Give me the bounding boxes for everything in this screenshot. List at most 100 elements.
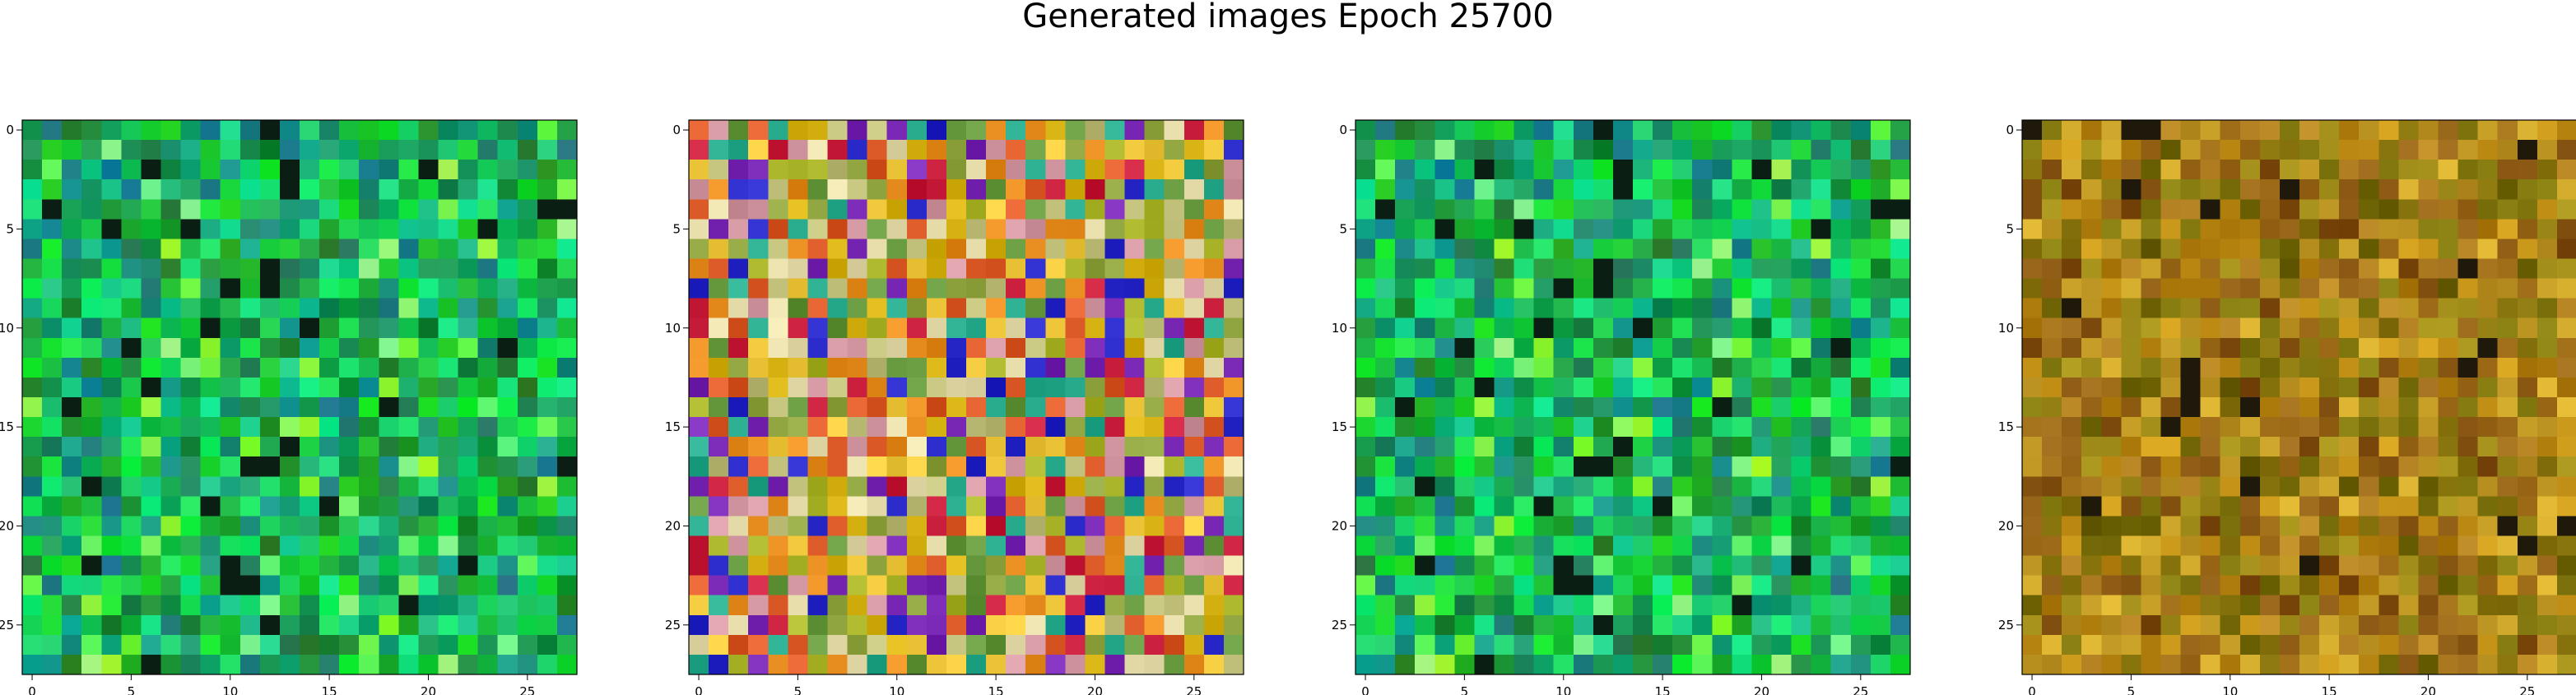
image-pixel bbox=[827, 337, 849, 359]
image-pixel bbox=[1870, 317, 1891, 339]
image-pixel bbox=[709, 337, 729, 359]
image-pixel bbox=[1692, 278, 1713, 299]
image-pixel bbox=[2062, 417, 2082, 438]
image-pixel bbox=[477, 377, 499, 398]
image-pixel bbox=[2536, 516, 2558, 537]
image-pixel bbox=[1533, 317, 1555, 339]
image-pixel bbox=[2359, 278, 2379, 299]
image-pixel bbox=[1870, 357, 1891, 378]
image-pixel bbox=[160, 496, 182, 517]
x-tick-label: 15 bbox=[1655, 684, 1671, 695]
image-pixel bbox=[1751, 357, 1773, 378]
image-pixel bbox=[2200, 575, 2221, 596]
image-pixel bbox=[1395, 219, 1416, 240]
image-pixel bbox=[1085, 516, 1106, 537]
image-pixel bbox=[1045, 555, 1066, 577]
image-pixel bbox=[2141, 357, 2162, 378]
image-pixel bbox=[966, 140, 987, 160]
image-pixel bbox=[121, 516, 142, 537]
image-pixel bbox=[180, 437, 202, 457]
image-pixel bbox=[1025, 634, 1046, 656]
image-pixel bbox=[1045, 456, 1066, 477]
image-pixel bbox=[1085, 397, 1106, 418]
image-pixel bbox=[1653, 397, 1673, 418]
image-pixel bbox=[748, 357, 769, 378]
image-pixel bbox=[2042, 219, 2062, 240]
image-pixel bbox=[886, 516, 908, 537]
image-pixel bbox=[1593, 179, 1614, 200]
image-pixel bbox=[1751, 535, 1773, 557]
image-pixel bbox=[517, 654, 538, 675]
image-pixel bbox=[1183, 179, 1205, 200]
image-pixel bbox=[22, 516, 43, 537]
image-pixel bbox=[279, 535, 300, 557]
image-pixel bbox=[847, 476, 868, 497]
image-pixel bbox=[1553, 298, 1574, 319]
image-pixel bbox=[788, 516, 809, 537]
image-pixel bbox=[1751, 298, 1773, 319]
image-pixel bbox=[497, 377, 518, 398]
image-pixel bbox=[1771, 377, 1793, 398]
image-pixel bbox=[768, 397, 788, 418]
image-pixel bbox=[867, 634, 888, 656]
image-pixel bbox=[2042, 317, 2062, 339]
image-pixel bbox=[1633, 476, 1653, 497]
image-pixel bbox=[1144, 160, 1165, 180]
image-pixel bbox=[556, 456, 578, 477]
image-pixel bbox=[2101, 397, 2122, 418]
image-pixel bbox=[458, 377, 479, 398]
image-pixel bbox=[788, 397, 809, 418]
image-pixel bbox=[827, 516, 849, 537]
image-pixel bbox=[1573, 614, 1594, 636]
image-pixel bbox=[1144, 456, 1165, 477]
image-pixel bbox=[2121, 317, 2142, 339]
image-pixel bbox=[1692, 535, 1713, 557]
image-pixel bbox=[160, 437, 182, 457]
image-pixel bbox=[477, 456, 499, 477]
image-pixel bbox=[2259, 456, 2281, 477]
image-pixel bbox=[2160, 120, 2182, 141]
image-pixel bbox=[1593, 199, 1614, 220]
image-pixel bbox=[2398, 397, 2420, 418]
image-pixel bbox=[847, 456, 868, 477]
image-pixel bbox=[1612, 239, 1634, 260]
image-pixel bbox=[2319, 377, 2340, 398]
image-pixel bbox=[1045, 317, 1066, 339]
image-pixel bbox=[81, 219, 102, 240]
image-pixel bbox=[438, 456, 459, 477]
image-pixel bbox=[1355, 614, 1376, 636]
image-pixel bbox=[1454, 575, 1476, 596]
image-pixel bbox=[986, 258, 1007, 280]
image-pixel bbox=[2497, 357, 2518, 378]
image-pixel bbox=[259, 516, 281, 537]
image-pixel bbox=[926, 160, 947, 180]
image-pixel bbox=[2418, 140, 2439, 160]
image-pixel bbox=[1454, 555, 1476, 577]
image-pixel bbox=[1065, 535, 1086, 557]
image-pixel bbox=[1065, 397, 1086, 418]
image-pixel bbox=[62, 160, 82, 180]
image-pixel bbox=[1355, 258, 1376, 280]
image-pixel bbox=[2081, 120, 2102, 141]
image-pixel bbox=[1474, 120, 1495, 141]
image-pixel bbox=[847, 258, 868, 280]
image-pixel bbox=[259, 437, 281, 457]
image-pixel bbox=[279, 654, 300, 675]
image-pixel bbox=[986, 516, 1007, 537]
image-pixel bbox=[1164, 219, 1185, 240]
image-pixel bbox=[1732, 298, 1753, 319]
image-pixel bbox=[1633, 535, 1653, 557]
image-pixel bbox=[748, 555, 769, 577]
image-pixel bbox=[2279, 357, 2300, 378]
image-pixel bbox=[1454, 654, 1476, 675]
x-tick-label: 0 bbox=[28, 684, 36, 695]
image-pixel bbox=[1830, 317, 1852, 339]
image-pixel bbox=[1454, 278, 1476, 299]
image-pixel bbox=[458, 160, 479, 180]
image-pixel bbox=[1375, 179, 1396, 200]
image-pixel bbox=[2299, 160, 2320, 180]
image-pixel bbox=[180, 258, 202, 280]
image-pixel bbox=[1144, 179, 1165, 200]
image-pixel bbox=[1434, 239, 1455, 260]
image-pixel bbox=[1653, 179, 1673, 200]
